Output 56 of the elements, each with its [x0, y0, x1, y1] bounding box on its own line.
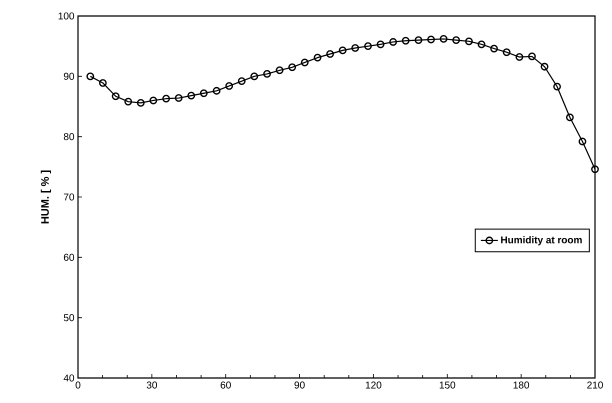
y-tick-label: 70: [64, 193, 74, 201]
point: [389, 38, 398, 46]
point: [338, 46, 347, 54]
x-tick-label: 120: [366, 382, 382, 389]
point: [578, 138, 586, 146]
y-tick-label: 80: [64, 133, 74, 140]
point: [187, 92, 196, 100]
point: [124, 98, 132, 106]
point: [314, 54, 322, 62]
point: [300, 58, 309, 66]
x-tick-label: 150: [440, 382, 456, 389]
x-tick-label: 180: [514, 382, 530, 389]
point: [414, 36, 422, 44]
x-tick-label: 0: [76, 382, 80, 389]
point: [250, 72, 258, 80]
y-axis-title: HUM. [ % ]: [40, 170, 52, 224]
x-tick-label: 210: [587, 382, 603, 389]
y-tick-label: 40: [64, 374, 74, 382]
y-tick-label: 50: [64, 314, 74, 322]
point: [112, 92, 120, 100]
point: [212, 86, 220, 95]
point: [238, 77, 246, 86]
point: [478, 40, 486, 48]
x-tick-label: 60: [220, 382, 231, 389]
point: [288, 63, 296, 72]
y-tick-label: 90: [64, 72, 74, 80]
legend-label: Humidity at room: [501, 236, 582, 246]
y-tick-label: 60: [64, 254, 74, 261]
point: [351, 44, 360, 52]
point: [427, 36, 435, 44]
point: [364, 42, 372, 50]
point: [440, 35, 448, 43]
point: [502, 48, 511, 56]
point: [200, 89, 208, 98]
point: [276, 66, 284, 74]
point: [162, 94, 170, 103]
point: [553, 82, 561, 90]
point: [326, 50, 334, 58]
point: [566, 113, 574, 122]
point: [528, 52, 536, 60]
point: [516, 53, 524, 61]
y-tick-label: 100: [58, 12, 74, 20]
x-tick-label: 90: [294, 382, 305, 389]
point: [465, 37, 473, 46]
point: [136, 98, 145, 107]
point: [174, 94, 183, 102]
point: [452, 36, 460, 44]
x-tick-label: 30: [146, 382, 158, 389]
point: [225, 82, 234, 90]
point: [402, 36, 410, 45]
point: [540, 62, 548, 71]
point: [376, 40, 384, 48]
point: [149, 96, 158, 104]
point: [98, 79, 107, 87]
point: [490, 44, 498, 52]
point: [263, 70, 271, 78]
